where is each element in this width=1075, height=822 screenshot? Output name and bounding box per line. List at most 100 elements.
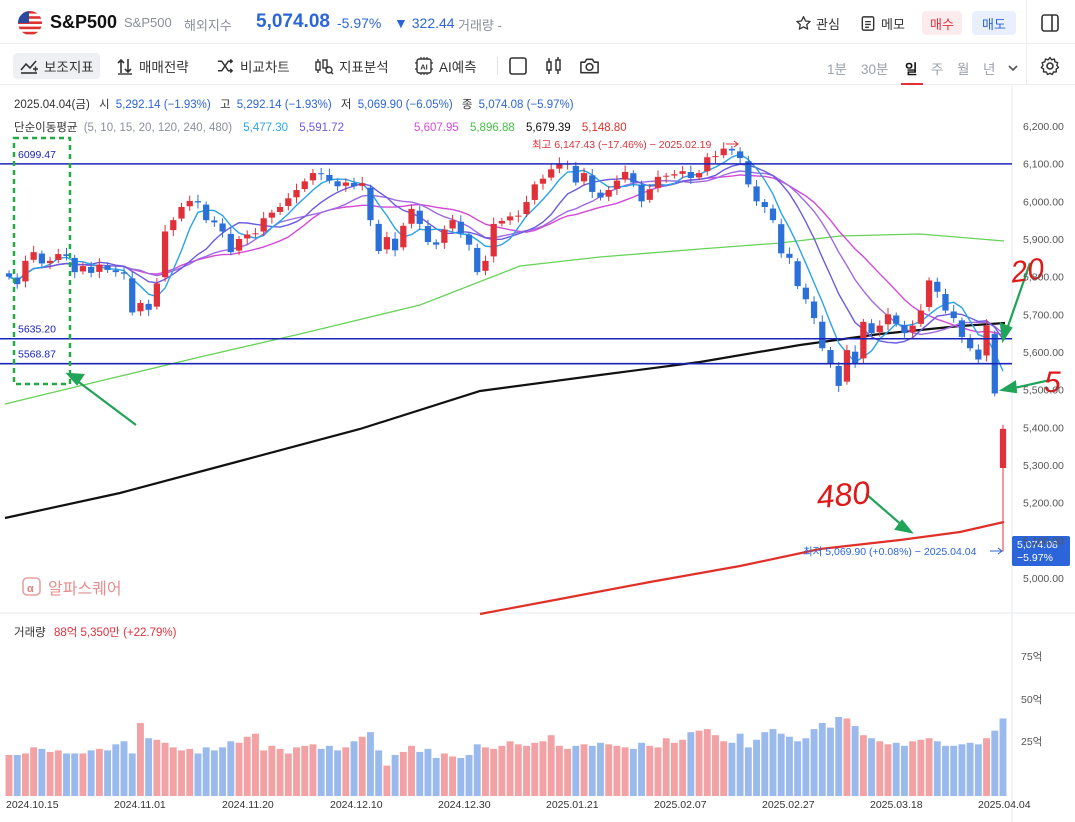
level-label: 5568.87 <box>18 349 56 361</box>
volume-bar <box>186 748 194 796</box>
volume-bar <box>268 745 276 796</box>
y-tick-label: 5,500.00 <box>1023 385 1064 397</box>
analysis-label: 지표분석 <box>339 60 389 75</box>
candle-body <box>400 225 407 248</box>
candle-body <box>802 287 809 300</box>
period-30min[interactable]: 30분 <box>861 62 889 77</box>
memo-button[interactable]: 메모 <box>860 11 905 35</box>
last-change-text: −5.97% <box>1017 552 1053 564</box>
layout-toggle-button[interactable] <box>1040 11 1060 35</box>
period-1min[interactable]: 1분 <box>827 62 847 77</box>
chart-toolbar: 보조지표 매매전략 비교차트 지표분석 AI AI예측 1분 30분 <box>0 45 1075 85</box>
candle-body <box>449 220 456 229</box>
memo-label: 메모 <box>881 16 905 32</box>
price-chart[interactable]: 6099.47 5635.20 5568.87 2025.04.04(금) 시 5,… <box>0 86 1075 822</box>
screenshot-button[interactable] <box>579 53 600 79</box>
volume-bar <box>983 738 991 796</box>
volume-bar <box>202 747 210 796</box>
candle-body <box>301 181 308 189</box>
candle-body <box>38 253 45 264</box>
candle-body <box>835 366 842 386</box>
candle-body <box>548 169 555 178</box>
volume-bar <box>933 741 941 796</box>
candle-body <box>153 283 160 307</box>
volume-bar <box>367 732 374 796</box>
period-day[interactable]: 일 <box>905 62 918 77</box>
alphasquare-logo-icon <box>22 577 41 596</box>
open-value: 5,292.14 (−1.93%) <box>116 99 211 111</box>
candle-body <box>235 239 243 251</box>
candle-body <box>654 176 662 188</box>
candle-body <box>137 303 144 312</box>
volume-bar <box>13 754 21 796</box>
volume-bar <box>679 739 687 796</box>
volume-bar <box>342 747 350 796</box>
close-value: 5,074.08 (−5.97%) <box>479 99 574 111</box>
indicators-label: 보조지표 <box>44 60 94 75</box>
period-month[interactable]: 월 <box>957 62 970 77</box>
favorite-button[interactable]: 관심 <box>795 11 840 35</box>
volume-bar <box>46 751 54 796</box>
candle-body <box>145 303 152 310</box>
volume-bar <box>785 736 793 796</box>
candle-body <box>786 253 793 258</box>
buy-button[interactable]: 매수 <box>922 11 962 35</box>
candle-body <box>745 161 752 185</box>
low-annotation: 최저 5,069.90 (+0.08%) − 2025.04.04 <box>803 546 977 558</box>
volume-bar <box>408 745 415 796</box>
volume-bar <box>613 745 621 796</box>
candle-body <box>244 234 251 239</box>
candle-body <box>638 184 645 202</box>
volume-bar <box>736 733 744 796</box>
candle-body <box>88 266 95 273</box>
volume-bar <box>597 742 604 796</box>
toolbar-right-divider <box>1026 45 1027 85</box>
candle-analysis-icon <box>315 59 334 75</box>
volume-bar <box>391 754 399 796</box>
period-more-button[interactable] <box>1006 55 1020 81</box>
volume-bar <box>104 750 112 796</box>
candle-body <box>613 180 621 189</box>
indicator-analysis-button[interactable]: 지표분석 <box>314 53 389 79</box>
candle-body <box>967 338 974 349</box>
candle-body <box>950 311 957 319</box>
volume-bar <box>440 753 448 796</box>
high-arrow-icon <box>726 140 739 148</box>
candle-body <box>211 220 218 223</box>
x-tick-label: 2024.11.20 <box>222 799 274 811</box>
volume-bar <box>63 753 70 796</box>
volume-bar <box>974 744 982 796</box>
candle-body <box>252 233 259 235</box>
chart-type-button[interactable] <box>544 53 564 79</box>
volume-bar <box>457 758 465 796</box>
compare-chart-button[interactable]: 비교차트 <box>216 53 290 79</box>
ma240-value: 5,679.39 <box>526 122 571 134</box>
volume-bar <box>514 744 522 796</box>
chevron-down-icon <box>1008 65 1018 72</box>
volume-bar <box>851 726 859 796</box>
volume-bar <box>712 735 719 796</box>
candle-body <box>178 206 185 219</box>
candle-body <box>457 221 464 234</box>
volume-bar <box>178 750 185 796</box>
ai-forecast-button[interactable]: AI AI예측 <box>414 53 477 79</box>
candle-body <box>71 257 78 273</box>
volume-bar <box>999 718 1007 796</box>
volume-bar <box>71 753 79 796</box>
candle-body <box>5 273 13 277</box>
period-year[interactable]: 년 <box>983 62 996 77</box>
strategy-button[interactable]: 매매전략 <box>116 53 189 79</box>
level-label: 5635.20 <box>18 324 56 336</box>
volume-bar <box>350 741 358 796</box>
indicators-button[interactable]: 보조지표 <box>13 53 100 79</box>
memo-icon <box>861 15 875 31</box>
chart-settings-button[interactable] <box>1040 53 1060 79</box>
candle-body <box>572 165 579 183</box>
volume-bar <box>777 733 785 796</box>
chart-box-toggle[interactable] <box>508 53 528 79</box>
sell-button[interactable]: 매도 <box>972 11 1016 35</box>
candle-body <box>687 172 694 178</box>
x-tick-label: 2024.11.01 <box>114 799 166 811</box>
volume-bar <box>169 747 177 796</box>
period-week[interactable]: 주 <box>931 62 944 77</box>
